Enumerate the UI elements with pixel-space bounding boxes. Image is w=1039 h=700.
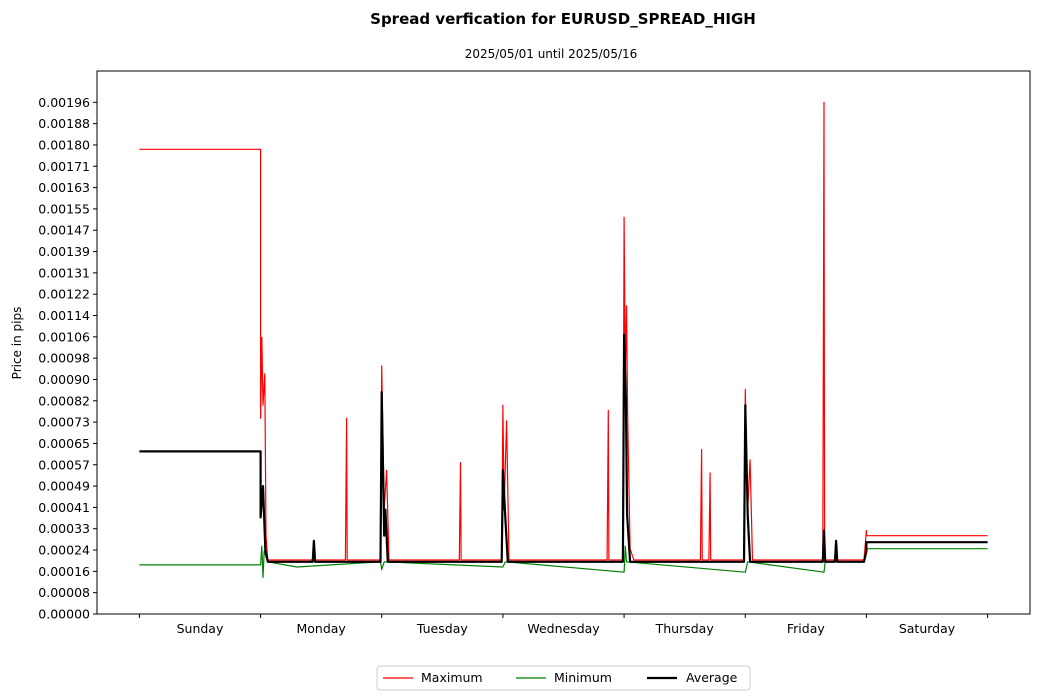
legend-box bbox=[376, 665, 751, 691]
legend-label-minimum: Minimum bbox=[554, 670, 612, 685]
x-tick-label: Tuesday bbox=[416, 621, 468, 636]
legend: Maximum Minimum Average bbox=[376, 665, 751, 691]
y-tick-label: 0.00016 bbox=[38, 564, 90, 579]
y-tick-label: 0.00057 bbox=[38, 457, 90, 472]
y-tick-label: 0.00196 bbox=[38, 95, 90, 110]
y-tick-label: 0.00188 bbox=[38, 116, 90, 131]
y-tick-label: 0.00131 bbox=[38, 265, 90, 280]
y-tick-label: 0.00090 bbox=[38, 372, 90, 387]
y-tick-label: 0.00073 bbox=[38, 415, 90, 430]
series-layer bbox=[139, 101, 988, 579]
y-tick-label: 0.00065 bbox=[38, 436, 90, 451]
y-tick-label: 0.00024 bbox=[38, 543, 90, 558]
y-tick-label: 0.00008 bbox=[38, 585, 90, 600]
y-axis: 0.00000 0.00008 0.00016 0.00024 0.00033 0.000… bbox=[38, 95, 97, 622]
x-tick-label: Friday bbox=[787, 621, 825, 636]
y-tick-label: 0.00106 bbox=[38, 329, 90, 344]
series-line-average bbox=[139, 333, 988, 563]
series-line-minimum bbox=[139, 545, 988, 579]
y-tick-label: 0.00155 bbox=[38, 201, 90, 216]
y-tick-label: 0.00041 bbox=[38, 500, 90, 515]
y-axis-label: Price in pips bbox=[10, 307, 24, 380]
x-tick-label: Saturday bbox=[899, 621, 956, 636]
y-tick-label: 0.00147 bbox=[38, 223, 90, 238]
x-tick-label: Monday bbox=[296, 621, 346, 636]
y-tick-label: 0.00082 bbox=[38, 393, 90, 408]
y-tick-label: 0.00049 bbox=[38, 479, 90, 494]
y-tick-label: 0.00000 bbox=[38, 607, 90, 622]
x-axis: Sunday Monday Tuesday Wednesday Thursday Frid… bbox=[138, 614, 989, 636]
chart-title: Spread verfication for EURUSD_SPREAD_HIG… bbox=[370, 10, 756, 28]
legend-label-maximum: Maximum bbox=[421, 670, 483, 685]
legend-label-average: Average bbox=[686, 670, 738, 685]
y-tick-label: 0.00122 bbox=[38, 287, 90, 302]
series-line-maximum bbox=[139, 101, 988, 561]
plot-frame bbox=[96, 70, 1031, 615]
y-tick-label: 0.00098 bbox=[38, 351, 90, 366]
y-tick-label: 0.00180 bbox=[38, 137, 90, 152]
y-tick-label: 0.00139 bbox=[38, 244, 90, 259]
x-tick-label: Sunday bbox=[177, 621, 224, 636]
x-tick-label: Thursday bbox=[655, 621, 715, 636]
y-tick-label: 0.00171 bbox=[38, 159, 90, 174]
x-tick-label: Wednesday bbox=[527, 621, 600, 636]
y-tick-label: 0.00114 bbox=[38, 308, 90, 323]
y-tick-label: 0.00163 bbox=[38, 180, 90, 195]
chart-subtitle: 2025/05/01 until 2025/05/16 bbox=[465, 47, 638, 61]
y-tick-label: 0.00033 bbox=[38, 521, 90, 536]
